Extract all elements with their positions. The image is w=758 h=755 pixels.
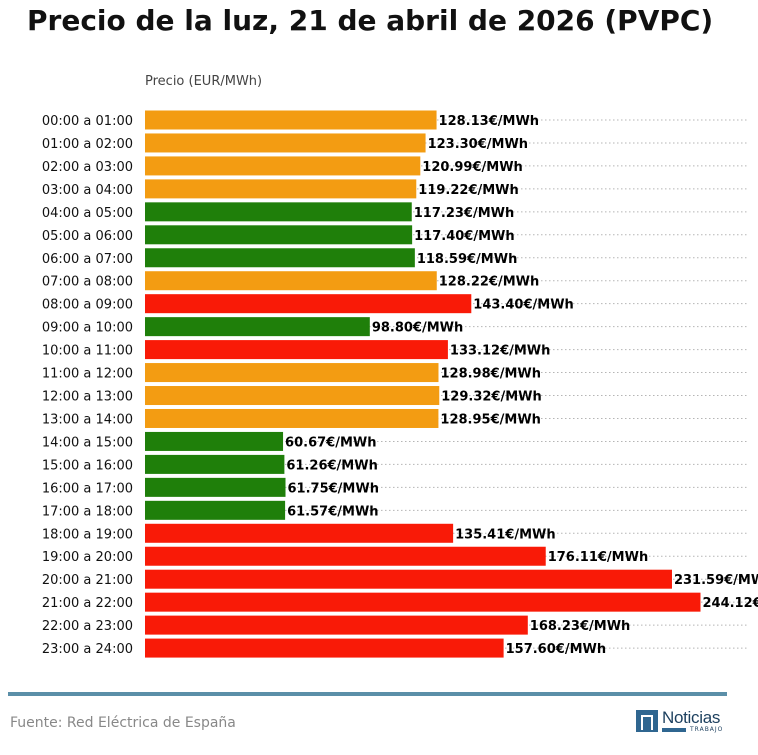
bar [145,500,286,520]
data-label: 128.13€/MWh [439,114,539,129]
y-tick-label: 14:00 a 15:00 [42,435,133,450]
bar [145,592,701,612]
logo-underline [662,728,686,732]
data-label: 61.57€/MWh [287,504,378,519]
bar [145,638,504,658]
bar [145,546,546,566]
bar [145,454,285,474]
data-label: 128.22€/MWh [439,275,540,290]
data-label: 129.32€/MWh [441,390,542,405]
logo-mark-icon [636,710,658,732]
y-tick-label: 03:00 a 04:00 [42,183,133,198]
data-label: 133.12€/MWh [450,344,550,359]
bar [145,408,439,428]
y-tick-label: 16:00 a 17:00 [42,481,133,496]
bar-chart: 00:00 a 01:00 128.13€/MWh 01:00 a 02:00 123… [42,110,758,658]
data-label: 168.23€/MWh [530,619,631,634]
bar [145,133,426,153]
data-label: 123.30€/MWh [428,137,529,152]
bar [145,615,528,635]
data-label: 117.40€/MWh [414,229,515,244]
logo-wordmark: Noticias [662,708,721,727]
bar [145,317,370,337]
bar [145,179,417,199]
bar [145,386,440,406]
data-label: 143.40€/MWh [473,298,573,313]
y-tick-label: 02:00 a 03:00 [42,160,133,175]
bar [145,202,412,222]
y-tick-label: 00:00 a 01:00 [42,114,133,129]
y-tick-label: 05:00 a 06:00 [42,229,133,244]
bar [145,569,672,589]
data-label: 61.26€/MWh [286,458,377,473]
y-tick-label: 12:00 a 13:00 [42,390,133,405]
chart-title: Precio de la luz, 21 de abril de 2026 (P… [27,4,714,37]
data-label: 120.99€/MWh [422,160,523,175]
y-tick-label: 15:00 a 16:00 [42,458,133,473]
y-tick-label: 04:00 a 05:00 [42,206,133,221]
y-tick-label: 01:00 a 02:00 [42,137,133,152]
y-tick-label: 06:00 a 07:00 [42,252,133,267]
data-label: 118.59€/MWh [417,252,517,267]
footer-divider [8,692,727,696]
y-tick-label: 23:00 a 24:00 [42,642,133,657]
data-label: 98.80€/MWh [372,321,463,336]
data-label: 231.59€/MWh [674,573,758,588]
y-tick-label: 21:00 a 22:00 [42,596,133,611]
data-label: 128.98€/MWh [440,367,541,382]
y-tick-label: 11:00 a 12:00 [42,367,133,382]
y-tick-label: 07:00 a 08:00 [42,275,133,290]
noticias-trabajo-logo: Noticias TRABAJO [636,708,728,735]
x-axis-label: Precio (EUR/MWh) [145,74,263,89]
bar [145,523,454,543]
bar [145,225,413,245]
y-tick-label: 13:00 a 14:00 [42,412,133,427]
data-label: 244.12€/MWh [702,596,758,611]
y-tick-label: 19:00 a 20:00 [42,550,133,565]
bar [145,294,472,314]
data-label: 119.22€/MWh [418,183,519,198]
y-tick-label: 09:00 a 10:00 [42,321,133,336]
y-tick-label: 22:00 a 23:00 [42,619,133,634]
y-tick-label: 18:00 a 19:00 [42,527,133,542]
y-tick-label: 08:00 a 09:00 [42,298,133,313]
bar [145,363,439,383]
bar [145,431,284,451]
data-label: 157.60€/MWh [506,642,607,657]
bar [145,477,286,497]
source-note: Fuente: Red Eléctrica de España [10,715,236,731]
y-tick-label: 20:00 a 21:00 [42,573,133,588]
bar [145,110,437,130]
data-label: 135.41€/MWh [455,527,555,542]
data-label: 61.75€/MWh [288,481,379,496]
bar [145,340,448,360]
bar [145,248,415,268]
data-label: 176.11€/MWh [548,550,649,565]
data-label: 60.67€/MWh [285,435,376,450]
bar [145,156,421,176]
bar [145,271,437,291]
data-label: 128.95€/MWh [440,412,541,427]
data-label: 117.23€/MWh [414,206,515,221]
logo-subtitle: TRABAJO [690,726,724,733]
y-tick-label: 17:00 a 18:00 [42,504,133,519]
y-tick-label: 10:00 a 11:00 [42,344,133,359]
